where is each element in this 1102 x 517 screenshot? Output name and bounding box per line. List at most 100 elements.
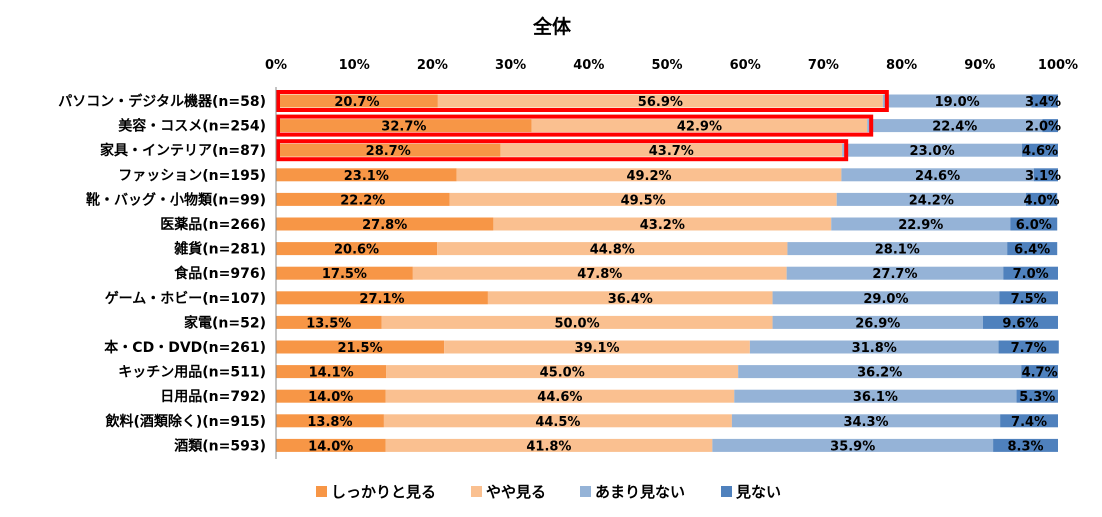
legend-swatch — [316, 486, 327, 497]
data-label: 14.0% — [308, 439, 353, 454]
bar-segment — [276, 94, 438, 108]
x-tick-label: 70% — [808, 58, 839, 73]
bar-segment — [276, 389, 386, 403]
legend: しっかりと見る やや見る あまり見ない 見ない — [316, 483, 781, 501]
category-label: 家具・インテリア(n=87) — [100, 142, 266, 159]
data-label: 17.5% — [322, 267, 367, 282]
bar-segment — [1000, 414, 1058, 428]
data-label: 6.0% — [1016, 218, 1052, 233]
bar-segment — [276, 119, 532, 133]
data-label: 34.3% — [843, 415, 888, 430]
data-label: 35.9% — [830, 439, 875, 454]
highlight-box — [276, 90, 889, 112]
data-label: 31.8% — [852, 341, 897, 356]
data-label: 19.0% — [935, 95, 980, 110]
x-tick-label: 0% — [265, 58, 287, 73]
category-label: 雑貨(n=281) — [173, 241, 266, 258]
highlight-box — [276, 114, 874, 137]
bar-segment — [1042, 119, 1058, 133]
bar-segment — [749, 340, 999, 354]
data-label: 4.6% — [1022, 144, 1058, 159]
bar-segment — [738, 365, 1022, 379]
highlight-box — [276, 139, 849, 162]
category-label: 食品(n=976) — [174, 265, 266, 282]
bar-segment — [772, 315, 983, 329]
bar-segment — [276, 192, 450, 206]
legend-swatch — [580, 486, 591, 497]
data-label: 43.7% — [649, 144, 694, 159]
data-label: 4.7% — [1022, 366, 1058, 381]
data-label: 22.4% — [932, 120, 977, 135]
bar-segment — [786, 266, 1004, 280]
data-label: 44.6% — [537, 390, 582, 405]
legend-label: しっかりと見る — [331, 483, 436, 501]
bar-segment — [712, 438, 994, 452]
data-label: 7.0% — [1013, 267, 1049, 282]
data-label: 24.6% — [915, 169, 960, 184]
x-tick-label: 40% — [573, 58, 604, 73]
data-label: 22.9% — [898, 218, 943, 233]
bar-segment — [787, 242, 1008, 256]
bar-segment — [385, 389, 735, 403]
data-label: 28.1% — [875, 243, 920, 258]
x-tick-label: 80% — [886, 58, 917, 73]
bar-segment — [444, 340, 750, 354]
x-tick-label: 10% — [339, 58, 370, 73]
data-label: 49.5% — [621, 193, 666, 208]
bar-segment — [1031, 94, 1058, 108]
data-label: 14.1% — [309, 366, 354, 381]
data-label: 13.5% — [306, 316, 351, 331]
bar-segment — [731, 414, 1001, 428]
bar-segment — [276, 365, 387, 379]
category-label: 飲料(酒類除く)(n=915) — [104, 413, 266, 430]
bar-segment — [867, 119, 1043, 133]
bar-segment — [1010, 217, 1058, 231]
bar-segment — [1016, 389, 1058, 403]
bar-segment — [993, 438, 1058, 452]
bar-segment — [1003, 266, 1058, 280]
data-label: 27.7% — [872, 267, 917, 282]
bar-segment — [1007, 242, 1058, 256]
data-label: 26.9% — [855, 316, 900, 331]
category-label: キッチン用品(n=511) — [118, 365, 266, 381]
bar-segment — [449, 192, 837, 206]
data-label: 36.1% — [853, 390, 898, 405]
category-label: パソコン・デジタル機器(n=58) — [58, 93, 266, 110]
data-label: 8.3% — [1008, 439, 1044, 454]
category-label: 美容・コスメ(n=254) — [118, 118, 266, 135]
data-label: 27.1% — [359, 292, 404, 307]
bar-segment — [276, 414, 384, 428]
category-label: 日用品(n=792) — [160, 389, 266, 405]
bar-segment — [531, 119, 868, 133]
bar-segment — [1021, 365, 1058, 379]
data-label: 7.4% — [1011, 415, 1047, 430]
bar-segment — [276, 315, 382, 329]
bar-segment — [500, 143, 843, 157]
data-label: 47.8% — [577, 267, 622, 282]
data-label: 44.5% — [535, 415, 580, 430]
data-label: 36.4% — [608, 292, 653, 307]
legend-label: やや見る — [486, 483, 546, 501]
bar-segment — [437, 242, 788, 256]
data-label: 27.8% — [362, 218, 407, 233]
data-label: 2.0% — [1025, 120, 1061, 135]
data-label: 56.9% — [638, 95, 683, 110]
data-label: 42.9% — [677, 120, 722, 135]
data-label: 49.2% — [626, 169, 671, 184]
data-label: 7.7% — [1011, 341, 1047, 356]
category-label: 靴・バッグ・小物類(n=99) — [86, 191, 266, 208]
data-label: 44.8% — [590, 243, 635, 258]
bar-segment — [841, 168, 1034, 182]
data-label: 13.8% — [307, 415, 352, 430]
bar-segment — [276, 266, 413, 280]
bar-segment — [734, 389, 1017, 403]
x-tick-label: 60% — [730, 58, 761, 73]
bar-segment — [276, 438, 386, 452]
data-label: 20.6% — [334, 243, 379, 258]
x-tick-label: 20% — [417, 58, 448, 73]
data-label: 28.7% — [366, 144, 411, 159]
bar-segment — [383, 414, 732, 428]
data-label: 20.7% — [334, 95, 379, 110]
bar-segment — [493, 217, 832, 231]
